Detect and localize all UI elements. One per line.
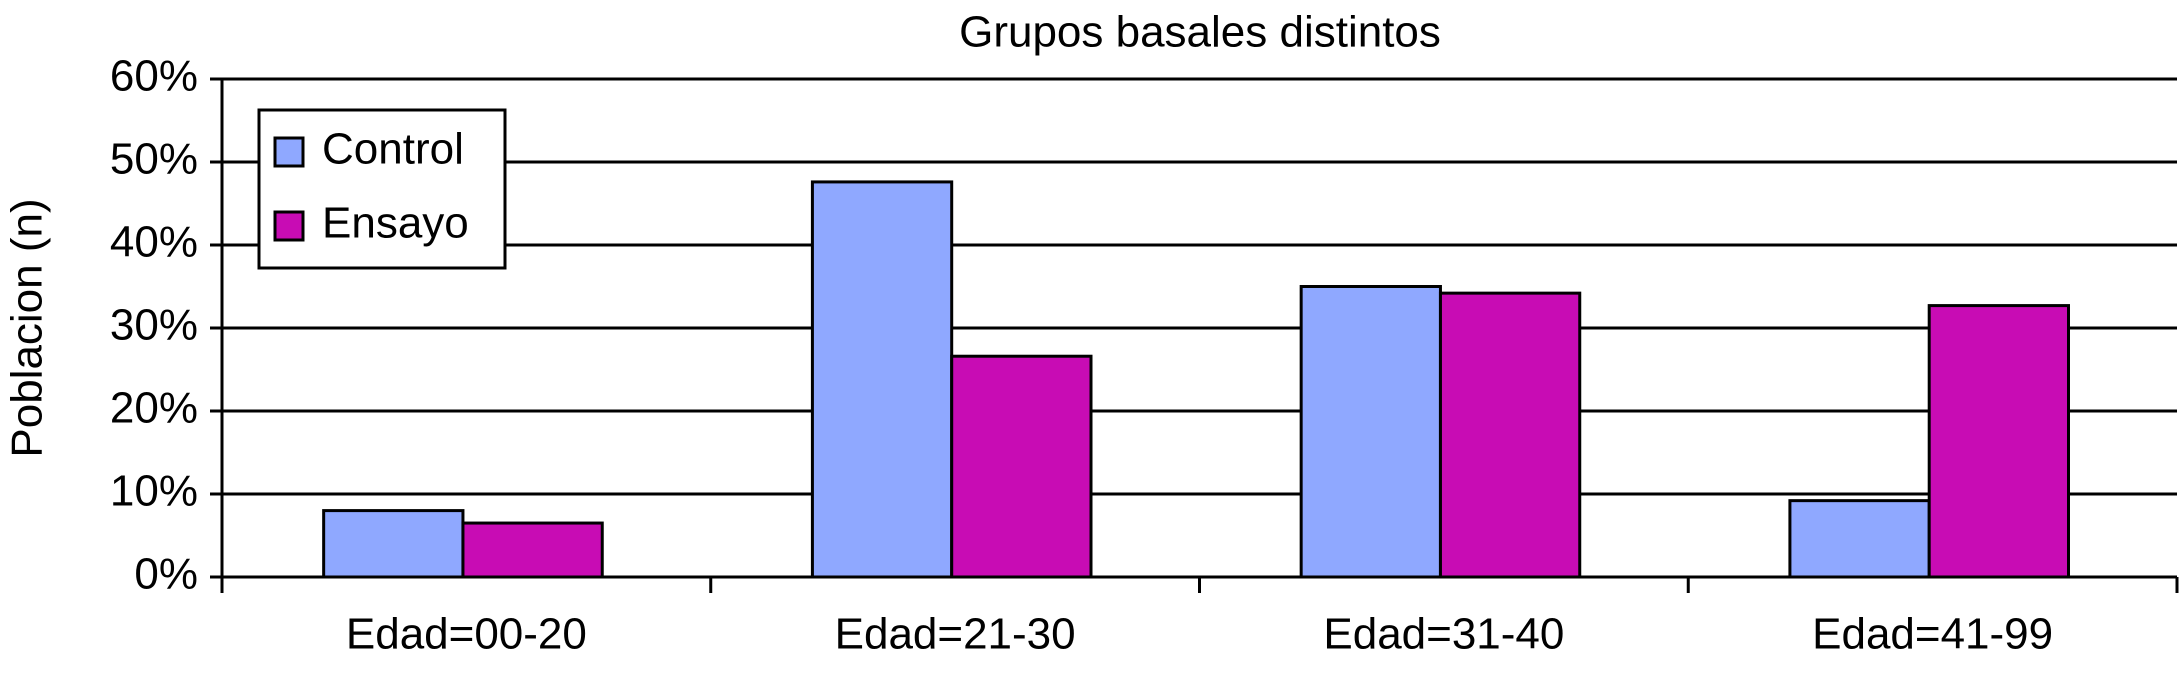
bar (1927, 304, 2070, 579)
bar (461, 521, 604, 579)
y-tick-label: 0% (134, 550, 198, 599)
legend-label: Ensayo (322, 199, 469, 248)
bar (1438, 291, 1582, 579)
y-tick-label: 10% (110, 467, 198, 516)
y-tick-label: 40% (110, 218, 198, 267)
bar (950, 354, 1093, 579)
y-tick-label: 30% (110, 301, 198, 350)
legend-swatch (273, 136, 305, 168)
y-tick-label: 60% (110, 52, 198, 101)
y-tick-label: 20% (110, 384, 198, 433)
chart-title: Grupos basales distintos (959, 8, 1441, 57)
y-tick-label: 50% (110, 135, 198, 184)
legend-label: Control (322, 125, 464, 174)
bar (322, 509, 465, 579)
y-axis-label: Poblacion (n) (3, 198, 52, 457)
legend-box (257, 108, 507, 270)
x-tick-label: Edad=00-20 (346, 610, 587, 659)
x-tick-label: Edad=21-30 (835, 610, 1076, 659)
bar (810, 180, 954, 579)
x-tick-label: Edad=41-99 (1812, 610, 2053, 659)
x-tick-label: Edad=31-40 (1323, 610, 1564, 659)
bar (1299, 285, 1442, 579)
bar (1788, 499, 1931, 579)
legend-swatch (273, 210, 305, 242)
